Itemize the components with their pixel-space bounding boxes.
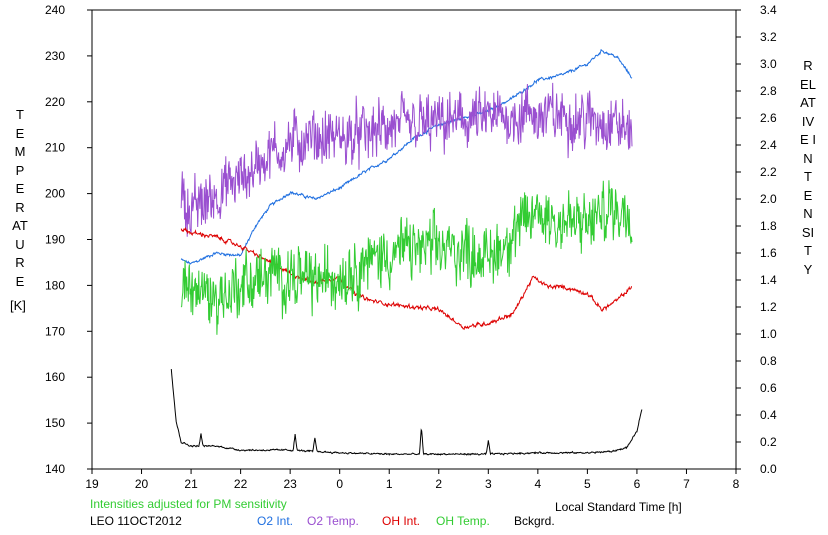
y-right-tick-label: 1.6 — [760, 246, 777, 260]
y-left-tick-label: 140 — [45, 462, 65, 476]
series-line-2 — [180, 226, 632, 331]
x-axis-label: Local Standard Time [h] — [555, 500, 682, 514]
series-line-0 — [180, 48, 633, 265]
x-tick-label: 6 — [634, 477, 641, 491]
y-right-tick-label: 0.0 — [760, 462, 777, 476]
y-axis-left-label: TEMPERATURE — [12, 107, 28, 289]
y-left-tick-label: 190 — [45, 233, 65, 247]
x-tick-label: 3 — [485, 477, 492, 491]
x-tick-label: 2 — [435, 477, 442, 491]
x-tick-label: 22 — [234, 477, 248, 491]
series-line-3 — [180, 180, 633, 335]
y-right-tick-label: 3.4 — [760, 3, 777, 17]
x-tick-label: 1 — [386, 477, 393, 491]
x-tick-label: 5 — [584, 477, 591, 491]
y-right-tick-label: 2.6 — [760, 111, 777, 125]
y-right-tick-label: 0.8 — [760, 354, 777, 368]
y-right-tick-label: 1.2 — [760, 300, 777, 314]
y-right-tick-label: 1.8 — [760, 219, 777, 233]
y-left-tick-label: 150 — [45, 416, 65, 430]
y-left-tick-label: 200 — [45, 187, 65, 201]
legend-bckgrd: Bckgrd. — [514, 514, 555, 528]
x-tick-label: 23 — [283, 477, 297, 491]
legend-oh-temp: OH Temp. — [436, 514, 490, 528]
y-left-tick-label: 160 — [45, 370, 65, 384]
series-line-4 — [170, 369, 643, 456]
x-tick-label: 20 — [135, 477, 149, 491]
station-date-label: LEO 11OCT2012 — [90, 514, 182, 528]
axis-ticks: 19 20 21 22 23 0 1 2 3 4 5 6 7 8140150160170180190200… — [45, 3, 777, 491]
y-left-tick-label: 210 — [45, 141, 65, 155]
x-tick-label: 19 — [85, 477, 99, 491]
legend-o2-temp: O2 Temp. — [307, 514, 359, 528]
y-left-tick-label: 220 — [45, 95, 65, 109]
x-tick-label: 7 — [683, 477, 690, 491]
plot-frame — [91, 9, 737, 470]
y-right-tick-label: 1.0 — [760, 327, 777, 341]
y-axis-left-unit: [K] — [10, 298, 26, 313]
y-right-tick-label: 0.6 — [760, 381, 777, 395]
y-left-tick-label: 180 — [45, 278, 65, 292]
legend-oh-int: OH Int. — [382, 514, 421, 528]
series-line-1 — [180, 82, 633, 237]
y-right-tick-label: 2.8 — [760, 84, 777, 98]
sensitivity-note: Intensities adjusted for PM sensitivity — [90, 497, 287, 511]
y-right-tick-label: 2.2 — [760, 165, 777, 179]
y-right-tick-label: 3.0 — [760, 57, 777, 71]
y-right-tick-label: 3.2 — [760, 30, 777, 44]
y-right-tick-label: 2.0 — [760, 192, 777, 206]
y-right-tick-label: 0.4 — [760, 408, 777, 422]
x-tick-label: 21 — [184, 477, 198, 491]
y-axis-right-label: RELATIVE INTENSITY — [800, 58, 816, 277]
y-right-tick-label: 0.2 — [760, 435, 777, 449]
legend-o2-int: O2 Int. — [257, 514, 294, 528]
y-right-tick-label: 1.4 — [760, 273, 777, 287]
series-group — [170, 48, 643, 456]
y-right-tick-label: 2.4 — [760, 138, 777, 152]
x-tick-label: 0 — [336, 477, 343, 491]
y-left-tick-label: 170 — [45, 324, 65, 338]
x-tick-label: 4 — [535, 477, 542, 491]
x-tick-label: 8 — [733, 477, 740, 491]
y-left-tick-label: 230 — [45, 49, 65, 63]
y-left-tick-label: 240 — [45, 3, 65, 17]
